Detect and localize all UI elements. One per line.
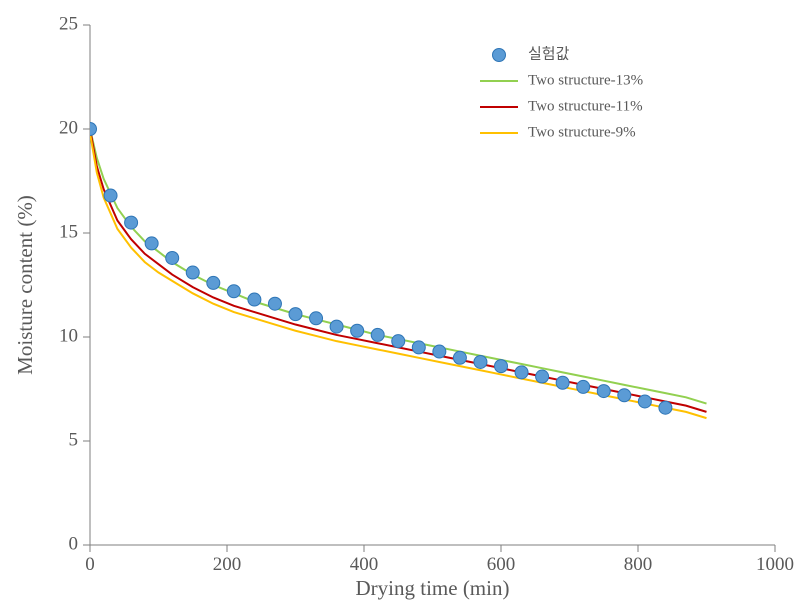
- scatter-point: [392, 335, 405, 348]
- scatter-point: [207, 276, 220, 289]
- legend-label: Two structure-9%: [528, 124, 636, 140]
- legend-label: 실험값: [528, 45, 570, 62]
- scatter-point: [433, 345, 446, 358]
- scatter-point: [186, 266, 199, 279]
- y-tick-label: 25: [59, 13, 78, 34]
- x-tick-label: 400: [350, 554, 379, 575]
- scatter-point: [474, 355, 487, 368]
- scatter-point: [638, 395, 651, 408]
- scatter-point: [618, 389, 631, 402]
- scatter-point: [351, 324, 364, 337]
- scatter-point: [577, 380, 590, 393]
- scatter-point: [330, 320, 343, 333]
- legend-marker-scatter: [493, 49, 506, 62]
- scatter-point: [659, 401, 672, 414]
- scatter-point: [227, 285, 240, 298]
- chart-svg: 0 5 10 15 20 25 0 200 400 600 800 1000 Drying time (…: [0, 0, 810, 608]
- scatter-point: [310, 312, 323, 325]
- scatter-point: [515, 366, 528, 379]
- x-tick-label: 0: [85, 554, 95, 575]
- scatter-point: [104, 189, 117, 202]
- x-tick-label: 800: [624, 554, 653, 575]
- x-tick-label: 1000: [756, 554, 794, 575]
- scatter-point: [412, 341, 425, 354]
- scatter-point: [453, 351, 466, 364]
- y-axis-title: Moisture content (%): [13, 195, 37, 375]
- x-tick-label: 200: [213, 554, 242, 575]
- y-tick-label: 0: [69, 533, 79, 554]
- y-tick-label: 15: [59, 221, 78, 242]
- y-tick-label: 20: [59, 117, 78, 138]
- y-tick-label: 5: [69, 429, 79, 450]
- scatter-point: [536, 370, 549, 383]
- legend-label: Two structure-13%: [528, 72, 643, 88]
- scatter-point: [166, 251, 179, 264]
- scatter-point: [289, 308, 302, 321]
- scatter-point: [556, 376, 569, 389]
- scatter-point: [371, 328, 384, 341]
- scatter-point: [495, 360, 508, 373]
- scatter-point: [145, 237, 158, 250]
- y-tick-label: 10: [59, 325, 78, 346]
- scatter-point: [268, 297, 281, 310]
- legend-label: Two structure-11%: [528, 98, 643, 114]
- scatter-point: [125, 216, 138, 229]
- chart-bg: [0, 0, 810, 608]
- x-axis-title: Drying time (min): [356, 576, 510, 600]
- scatter-point: [597, 385, 610, 398]
- x-tick-label: 600: [487, 554, 516, 575]
- scatter-point: [248, 293, 261, 306]
- moisture-drying-chart: 0 5 10 15 20 25 0 200 400 600 800 1000 Drying time (…: [0, 0, 810, 608]
